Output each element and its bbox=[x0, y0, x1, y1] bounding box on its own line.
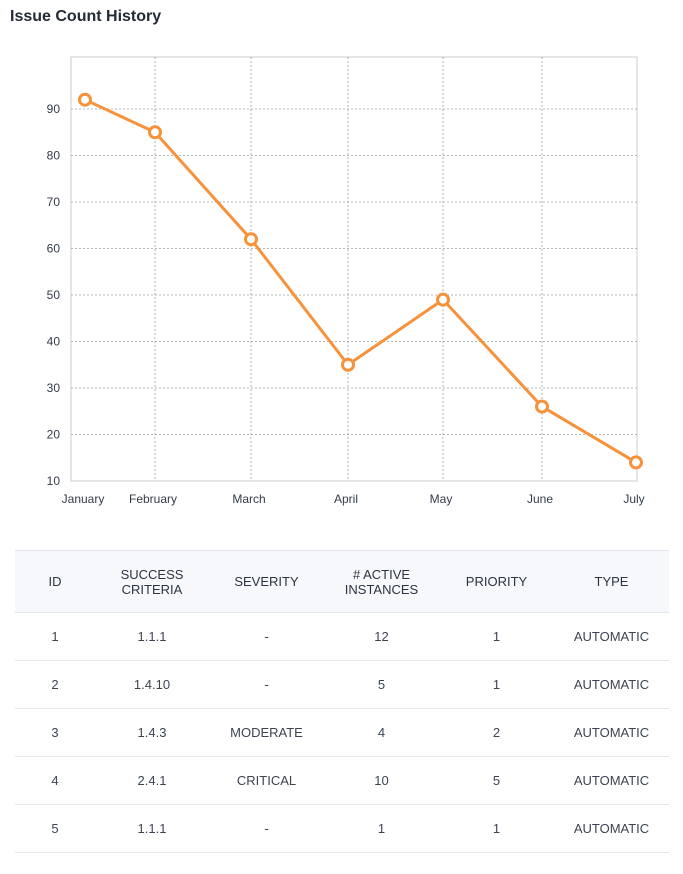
table-row: 3 1.4.3 MODERATE 4 2 AUTOMATIC bbox=[15, 708, 669, 757]
cell-severity: - bbox=[209, 660, 324, 709]
x-tick-label: February bbox=[129, 492, 177, 506]
cell-priority: 2 bbox=[439, 708, 554, 757]
data-point bbox=[535, 399, 549, 414]
data-point bbox=[436, 292, 450, 307]
cell-type: AUTOMATIC bbox=[554, 708, 669, 757]
y-tick-label: 40 bbox=[47, 335, 61, 349]
column-header-type[interactable]: TYPE bbox=[554, 550, 669, 613]
table-header-row: ID SUCCESS CRITERIA SEVERITY # ACTIVE IN… bbox=[15, 550, 669, 613]
column-header-priority[interactable]: PRIORITY bbox=[439, 550, 554, 613]
x-tick-label: March bbox=[232, 492, 265, 506]
table-row: 1 1.1.1 - 12 1 AUTOMATIC bbox=[15, 612, 669, 661]
x-tick-label: July bbox=[623, 492, 644, 506]
cell-priority: 1 bbox=[439, 612, 554, 661]
y-tick-label: 50 bbox=[47, 288, 61, 302]
data-point bbox=[78, 92, 92, 107]
cell-severity: - bbox=[209, 612, 324, 661]
data-point bbox=[629, 455, 643, 470]
issues-table: ID SUCCESS CRITERIA SEVERITY # ACTIVE IN… bbox=[15, 550, 669, 853]
cell-active-instances: 12 bbox=[324, 612, 439, 661]
cell-id: 2 bbox=[15, 660, 95, 709]
cell-id: 3 bbox=[15, 708, 95, 757]
column-header-active-instances[interactable]: # ACTIVE INSTANCES bbox=[324, 550, 439, 613]
cell-type: AUTOMATIC bbox=[554, 804, 669, 853]
cell-success-criteria: 2.4.1 bbox=[95, 756, 209, 805]
cell-active-instances: 10 bbox=[324, 756, 439, 805]
data-point bbox=[148, 125, 162, 140]
y-tick-label: 10 bbox=[47, 474, 61, 488]
y-tick-label: 70 bbox=[47, 195, 61, 209]
table-row: 4 2.4.1 CRITICAL 10 5 AUTOMATIC bbox=[15, 756, 669, 805]
y-tick-label: 30 bbox=[47, 381, 61, 395]
data-point bbox=[244, 232, 258, 247]
column-header-id[interactable]: ID bbox=[15, 550, 95, 613]
cell-priority: 5 bbox=[439, 756, 554, 805]
plot-area bbox=[70, 56, 638, 482]
line-chart: 10 20 30 40 50 60 70 80 90 January February March Ap… bbox=[47, 56, 645, 506]
cell-id: 5 bbox=[15, 804, 95, 853]
column-header-active-instances-line1: # ACTIVE bbox=[352, 566, 411, 582]
cell-priority: 1 bbox=[439, 804, 554, 853]
cell-success-criteria: 1.1.1 bbox=[95, 804, 209, 853]
cell-severity: CRITICAL bbox=[209, 756, 324, 805]
y-tick-label: 80 bbox=[47, 149, 61, 163]
column-header-severity[interactable]: SEVERITY bbox=[209, 550, 324, 613]
cell-success-criteria: 1.4.10 bbox=[95, 660, 209, 709]
series-line bbox=[84, 98, 637, 464]
data-point bbox=[341, 357, 355, 372]
column-header-active-instances-line2: INSTANCES bbox=[344, 581, 419, 597]
table-row: 2 1.4.10 - 5 1 AUTOMATIC bbox=[15, 660, 669, 709]
cell-type: AUTOMATIC bbox=[554, 756, 669, 805]
cell-active-instances: 5 bbox=[324, 660, 439, 709]
cell-success-criteria: 1.4.3 bbox=[95, 708, 209, 757]
cell-severity: MODERATE bbox=[209, 708, 324, 757]
cell-id: 1 bbox=[15, 612, 95, 661]
cell-active-instances: 4 bbox=[324, 708, 439, 757]
x-tick-label: June bbox=[527, 492, 553, 506]
y-tick-label: 90 bbox=[47, 102, 61, 116]
table-row: 5 1.1.1 - 1 1 AUTOMATIC bbox=[15, 804, 669, 853]
cell-type: AUTOMATIC bbox=[554, 660, 669, 709]
cell-success-criteria: 1.1.1 bbox=[95, 612, 209, 661]
x-tick-label: April bbox=[334, 492, 358, 506]
page-title: Issue Count History bbox=[10, 8, 162, 25]
cell-active-instances: 1 bbox=[324, 804, 439, 853]
y-tick-label: 20 bbox=[47, 428, 61, 442]
x-tick-label: May bbox=[430, 492, 453, 506]
cell-id: 4 bbox=[15, 756, 95, 805]
column-header-success-criteria[interactable]: SUCCESS CRITERIA bbox=[95, 550, 209, 613]
cell-severity: - bbox=[209, 804, 324, 853]
cell-type: AUTOMATIC bbox=[554, 612, 669, 661]
y-tick-label: 60 bbox=[47, 242, 61, 256]
cell-priority: 1 bbox=[439, 660, 554, 709]
x-tick-label: January bbox=[62, 492, 105, 506]
